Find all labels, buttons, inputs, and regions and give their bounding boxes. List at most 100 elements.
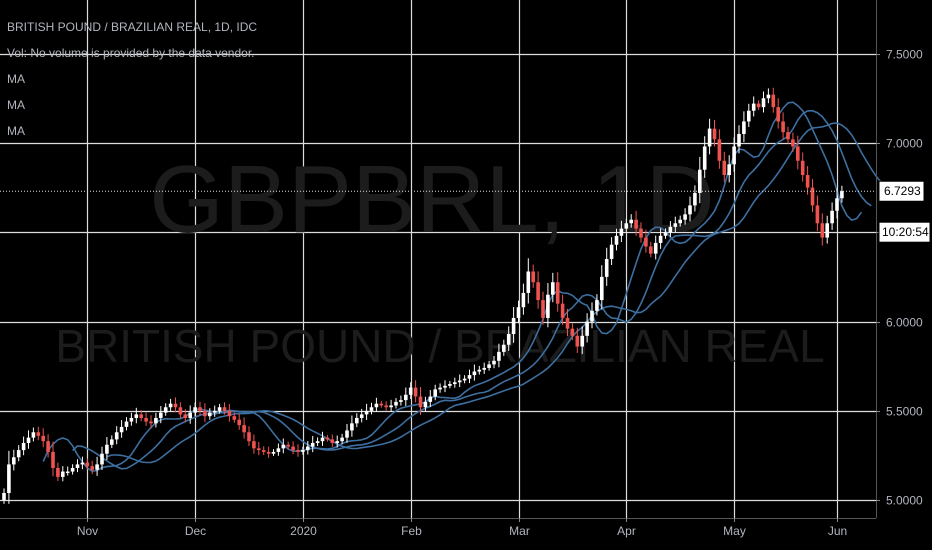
candle-body: [51, 451, 55, 468]
candle-body: [355, 417, 359, 424]
candle-body: [644, 237, 648, 247]
candle: [306, 441, 310, 455]
candle: [271, 449, 276, 456]
candle: [492, 355, 496, 369]
candle: [590, 302, 594, 329]
symbol-title[interactable]: BRITISH POUND / BRAZILIAN REAL, 1D, IDC: [7, 20, 258, 34]
x-tick-label: Dec: [185, 524, 206, 538]
candle: [570, 323, 575, 341]
candle-body: [276, 448, 281, 452]
candle: [698, 156, 702, 204]
candle: [276, 443, 281, 456]
watermark: GBPBRL, 1D BRITISH POUND / BRAZILIAN REA…: [55, 146, 824, 372]
candle: [384, 401, 388, 411]
candle: [683, 208, 687, 225]
candle: [688, 196, 692, 222]
candle: [41, 428, 45, 448]
candle: [222, 402, 227, 415]
candle: [408, 382, 413, 400]
candle: [163, 403, 168, 416]
candle-body: [580, 335, 584, 347]
candle: [56, 462, 60, 482]
ma-label-1[interactable]: MA: [7, 72, 25, 86]
candle: [404, 387, 408, 406]
candle: [105, 436, 109, 460]
candle-body: [614, 235, 619, 245]
candle-body: [668, 226, 673, 233]
candles: [2, 87, 844, 504]
candle-body: [203, 410, 207, 417]
candle: [364, 403, 369, 420]
candle: [208, 408, 212, 420]
candle: [702, 136, 707, 178]
candle: [756, 100, 761, 110]
candle-body: [227, 410, 232, 417]
candle-body: [261, 450, 266, 452]
candle: [815, 195, 820, 232]
candle-body: [26, 437, 31, 443]
candle: [810, 179, 815, 213]
candle: [159, 406, 163, 424]
candle: [707, 118, 712, 155]
candle: [541, 291, 545, 325]
candle-body: [629, 219, 633, 224]
candle-body: [438, 387, 442, 390]
candle-body: [428, 396, 433, 402]
candle-body: [800, 160, 805, 176]
candle: [261, 446, 266, 455]
candle: [502, 339, 506, 356]
candle: [291, 441, 295, 455]
candle: [345, 424, 349, 443]
candle: [678, 215, 682, 227]
candle: [36, 426, 41, 441]
candle: [433, 384, 437, 401]
candle: [119, 420, 124, 438]
vertical-grid: [86, 0, 839, 518]
candle: [296, 444, 300, 457]
chart-legend: BRITISH POUND / BRAZILIAN REAL, 1D, IDC …: [7, 14, 257, 144]
candle: [46, 434, 50, 458]
countdown-label: 10:20:54: [878, 221, 931, 243]
candle: [536, 271, 540, 309]
candle: [497, 343, 501, 368]
candle-body: [114, 432, 119, 440]
candle-body: [413, 387, 418, 397]
candle: [443, 380, 447, 393]
x-tick-label: Feb: [401, 524, 422, 538]
candle-body: [796, 146, 800, 161]
candle: [649, 241, 653, 258]
candle: [453, 377, 457, 388]
candle-body: [497, 351, 501, 361]
ma-label-3[interactable]: MA: [7, 124, 25, 138]
candle-body: [595, 300, 599, 311]
candle-body: [506, 334, 511, 345]
candle: [472, 364, 477, 381]
candle: [70, 464, 75, 475]
candle-body: [61, 471, 65, 477]
candle: [673, 216, 678, 233]
candle-body: [448, 384, 452, 386]
candle-body: [492, 360, 496, 365]
candle: [717, 129, 722, 169]
last-price-value: 6.7293: [884, 184, 921, 198]
countdown-box: [878, 221, 931, 243]
candle-body: [389, 405, 393, 408]
candle-body: [21, 442, 26, 451]
candle-body: [168, 403, 173, 408]
candle-body: [408, 387, 413, 395]
candle-body: [482, 367, 486, 370]
candle: [531, 264, 535, 288]
candle: [693, 185, 697, 212]
candle-body: [575, 335, 580, 347]
candle: [609, 237, 614, 266]
candle: [301, 446, 305, 455]
time-axis[interactable]: Nov Dec 2020 Feb Mar Apr May Jun: [77, 518, 847, 538]
candle-body: [756, 103, 761, 108]
candle-body: [310, 442, 315, 447]
candle: [340, 433, 344, 445]
x-tick-label: Apr: [617, 524, 636, 538]
ma-label-2[interactable]: MA: [7, 98, 25, 112]
candle: [634, 210, 638, 236]
candle: [85, 458, 90, 470]
candle: [796, 135, 800, 170]
